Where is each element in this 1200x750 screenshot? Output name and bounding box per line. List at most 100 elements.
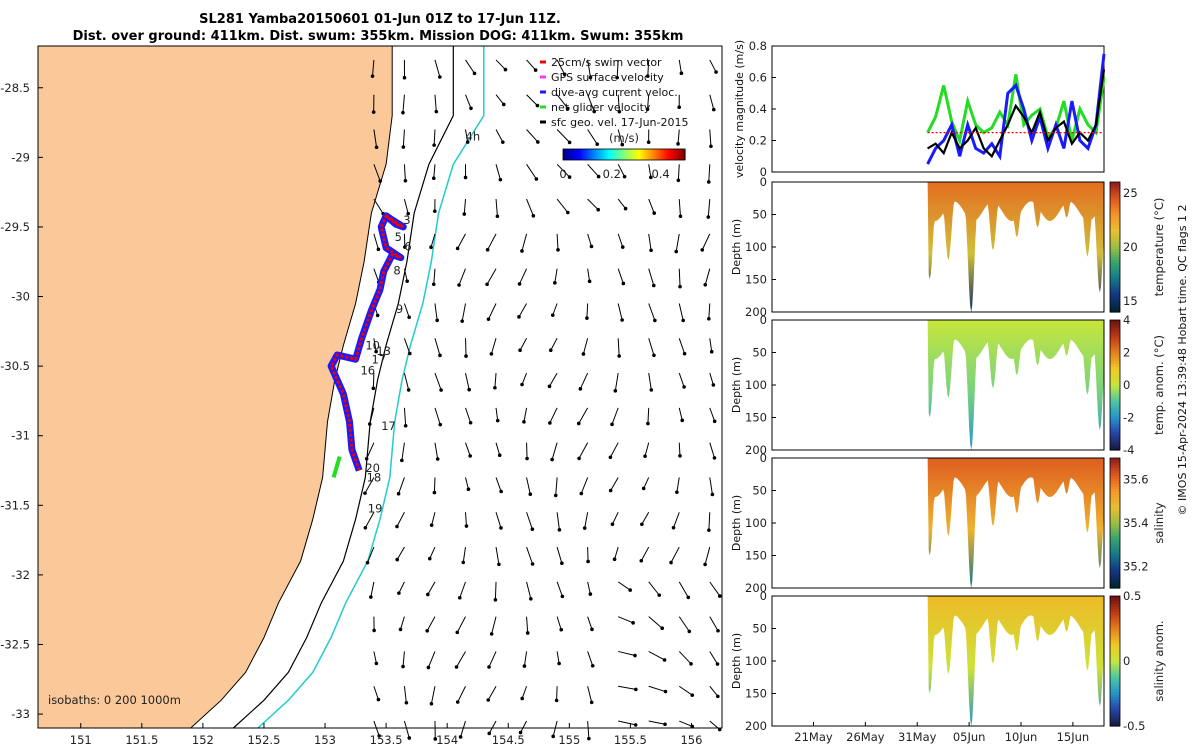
velocity-arrow [456,651,466,668]
velocity-arrow [487,685,497,701]
velocity-arrow [364,512,375,529]
velocity-arrow [708,303,711,319]
section-y-label: 200 [745,719,767,733]
velocity-arrow [465,477,469,490]
colorbar-cell [1110,674,1120,678]
colorbar-cell [1110,223,1120,227]
colorbar-cell [1110,619,1120,623]
x-tick-label: 156 [680,733,702,747]
velocity-arrow [647,59,650,77]
colorbar-cell [1110,221,1120,225]
colorbar-cell [1110,208,1120,212]
velocity-arrow [609,442,619,458]
colorbar-cell [1110,484,1120,488]
colorbar-cell [1110,195,1120,199]
velocity-arrow [396,546,405,560]
colorbar-cell [1110,361,1120,365]
colorbar-cell [563,149,566,160]
velocity-arrow-head [363,491,367,495]
velocity-arrow-head [707,316,711,321]
velocity-arrow-head [711,107,716,112]
velocity-arrow-head [548,348,553,353]
velocity-arrow-head [501,140,505,144]
velocity-arrow-head [716,694,720,699]
colorbar-cell [1110,241,1120,245]
velocity-arrow-head [457,283,461,287]
velocity-arrow-head [454,665,459,669]
colorbar-cell [611,149,615,160]
velocity-arrow-head [703,562,707,567]
velocity-arrow [434,59,441,78]
colorbar-cell [1110,265,1120,269]
velocity-arrow [678,268,681,287]
track-net [331,456,342,479]
velocity-arrow-head [548,421,552,425]
section-field [927,320,1104,450]
velocity-arrow [434,372,442,391]
velocity-arrow-head [646,421,650,426]
colorbar-cell [1110,663,1120,667]
colorbar-cell [1110,465,1120,469]
velocity-arrow-head [715,662,720,666]
land-area [37,45,393,729]
colorbar-cell [1110,640,1120,644]
colorbar-cell [1110,322,1120,326]
colorbar-cell [1110,562,1120,566]
velocity-arrow-head [371,110,376,114]
section-y-label: 50 [752,484,767,498]
velocity-arrow-head [465,140,470,144]
velocity-arrow-head [682,351,687,356]
colorbar-tick: 4 [1123,313,1130,327]
velocity-arrow [618,685,636,690]
velocity-arrow [521,372,528,385]
section-y-label: 200 [745,581,767,595]
velocity-arrow [430,686,436,704]
velocity-arrow [403,686,407,703]
velocity-arrow [457,686,466,703]
velocity-arrow-head [586,559,590,564]
velocity-arrow [587,686,593,703]
section-y-label: 100 [745,516,767,530]
track-day-label: 20 [365,461,380,475]
colorbar-cell [1110,504,1120,508]
colorbar-cell [1110,296,1120,300]
colorbar-cell [1110,473,1120,477]
track-day-label: 8 [393,263,400,277]
colorbar-label: temp. anom. (°C) [1152,335,1166,435]
velocity-arrow [369,407,375,425]
velocity-arrow-head [468,420,473,425]
velocity-arrow-head [633,653,637,658]
velocity-arrow-head [397,591,401,595]
colorbar-cell [1110,713,1120,717]
colorbar-cell [1110,559,1120,563]
velocity-arrow-head [434,109,439,114]
colorbar-cell [1110,520,1120,524]
track-day-label: 5 [395,230,402,244]
velocity-arrow [709,94,715,110]
colorbar-tick: 20 [1123,240,1138,254]
colorbar-cell [1110,645,1120,649]
velocity-arrow [433,268,436,285]
colorbar-cell [628,149,631,160]
colorbar-cell [1110,497,1120,501]
velocity-arrow-head [577,456,581,461]
velocity-arrow-head [372,628,376,633]
colorbar-cell [597,149,601,160]
time-tick-label: 15Jun [1057,730,1090,744]
velocity-arrow [465,372,470,390]
time-tick-label: 21May [794,730,833,744]
velocity-arrow [459,581,466,598]
colorbar-cell [1110,218,1120,222]
velocity-arrow-head [709,144,713,149]
colorbar-cell [1110,541,1120,545]
velocity-arrow-head [651,283,656,288]
velocity-arrow-head [427,556,432,561]
colorbar-cell [1110,192,1120,196]
velocity-arrow-head [567,175,572,179]
velocity-arrow-head [533,68,538,72]
colorbar-cell [1110,596,1120,600]
velocity-arrow [617,164,626,177]
velocity-arrow [495,199,498,217]
velocity-arrow [587,59,592,78]
colorbar-cell [1110,431,1120,435]
